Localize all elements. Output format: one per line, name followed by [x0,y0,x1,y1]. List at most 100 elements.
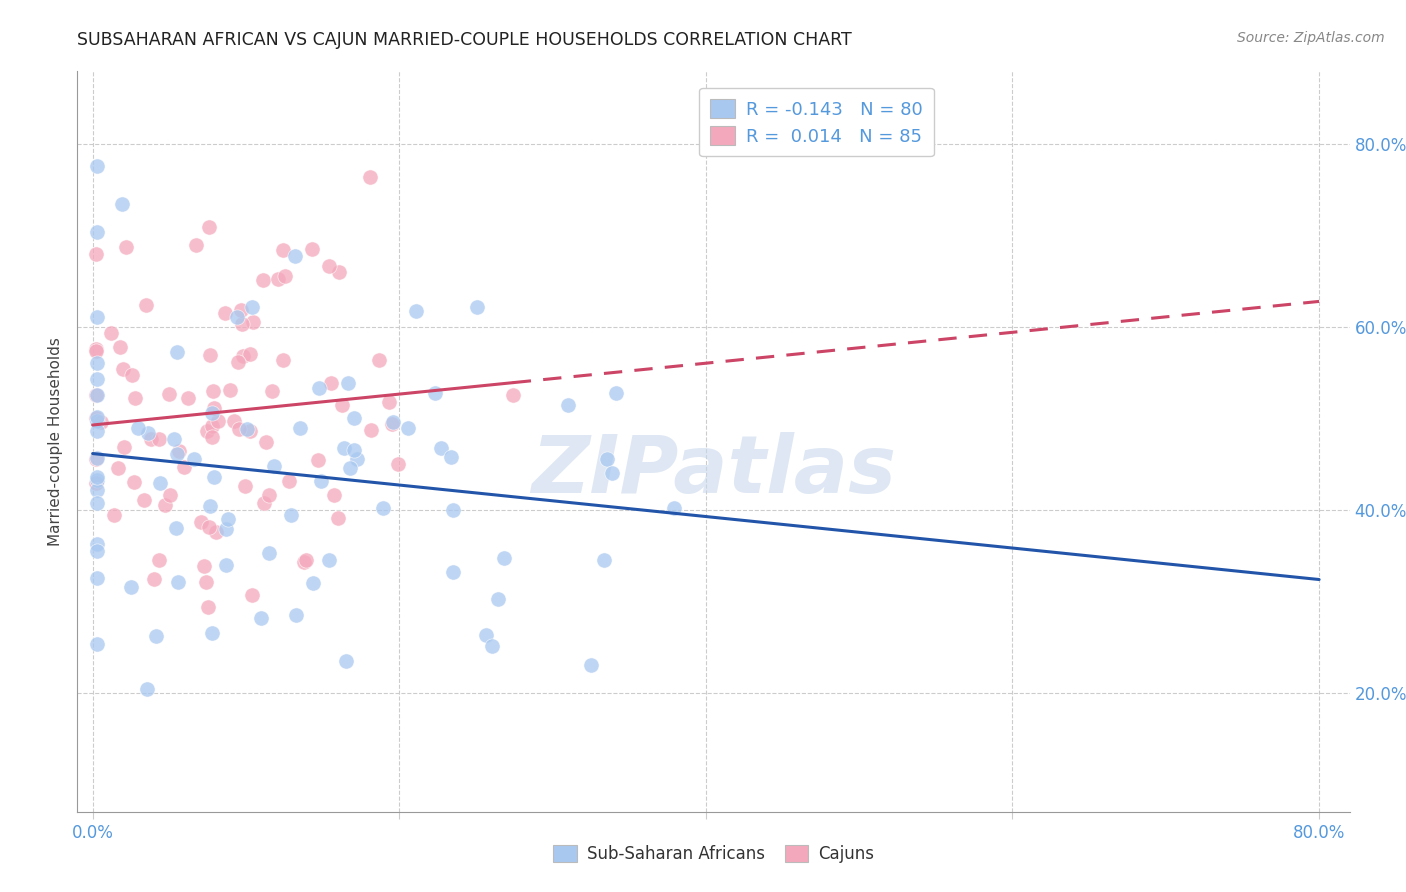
Point [262,384,284,398]
Point [122,475,145,489]
Point [195,424,218,438]
Point [405,303,427,318]
Point [252,273,274,287]
Point [153,498,176,512]
Point [346,452,368,467]
Point [103,508,125,523]
Point [112,440,135,454]
Text: SUBSAHARAN AFRICAN VS CAJUN MARRIED-COUPLE HOUSEHOLDS CORRELATION CHART: SUBSAHARAN AFRICAN VS CAJUN MARRIED-COUP… [77,31,852,49]
Point [311,474,333,488]
Point [100,326,122,340]
Point [259,487,281,501]
Point [165,521,187,535]
Point [163,432,186,446]
Point [226,355,249,369]
Point [252,496,274,510]
Point [242,315,264,329]
Point [292,555,315,569]
Point [169,444,191,458]
Point [136,681,159,696]
Point [111,196,134,211]
Point [441,503,464,517]
Point [148,552,170,566]
Point [86,544,108,558]
Legend: Sub-Saharan Africans, Cajuns: Sub-Saharan Africans, Cajuns [547,838,880,870]
Point [86,536,108,550]
Point [301,242,323,256]
Point [240,300,263,314]
Point [173,460,195,475]
Point [285,608,308,623]
Point [84,343,107,358]
Point [217,512,239,526]
Point [231,318,253,332]
Point [202,470,225,484]
Point [662,501,685,516]
Point [197,599,219,614]
Point [86,415,108,429]
Point [166,447,188,461]
Point [86,387,108,401]
Point [135,298,157,312]
Point [592,553,614,567]
Point [107,460,129,475]
Point [148,433,170,447]
Point [257,546,280,560]
Point [136,425,159,440]
Point [190,516,212,530]
Point [132,493,155,508]
Point [84,411,107,425]
Text: Source: ZipAtlas.com: Source: ZipAtlas.com [1237,31,1385,45]
Point [84,247,107,261]
Point [86,637,108,651]
Point [215,522,238,536]
Point [114,240,136,254]
Point [202,384,225,398]
Point [336,376,359,391]
Point [335,654,357,668]
Point [90,415,112,429]
Point [201,626,224,640]
Point [108,340,131,354]
Point [86,355,108,369]
Point [302,576,325,591]
Point [280,508,302,522]
Point [481,639,503,653]
Point [475,628,498,642]
Point [195,575,218,590]
Point [84,476,107,491]
Point [492,551,515,566]
Y-axis label: Married-couple Households: Married-couple Households [48,337,63,546]
Point [378,394,401,409]
Point [157,386,180,401]
Point [139,432,162,446]
Point [183,451,205,466]
Point [86,496,108,510]
Point [86,159,108,173]
Point [271,353,294,368]
Point [142,572,165,586]
Point [423,386,446,401]
Point [86,310,108,324]
Point [86,470,108,484]
Point [328,265,350,279]
Point [193,559,215,574]
Text: ZIPatlas: ZIPatlas [531,432,896,510]
Point [204,525,226,540]
Point [86,410,108,425]
Point [228,422,250,436]
Point [222,414,245,428]
Point [124,391,146,405]
Point [239,424,262,438]
Point [149,476,172,491]
Point [333,441,356,455]
Point [486,592,509,607]
Point [127,420,149,434]
Point [159,488,181,502]
Point [84,388,107,402]
Point [557,398,579,412]
Point [239,347,262,361]
Point [200,499,222,513]
Point [605,385,627,400]
Point [201,406,224,420]
